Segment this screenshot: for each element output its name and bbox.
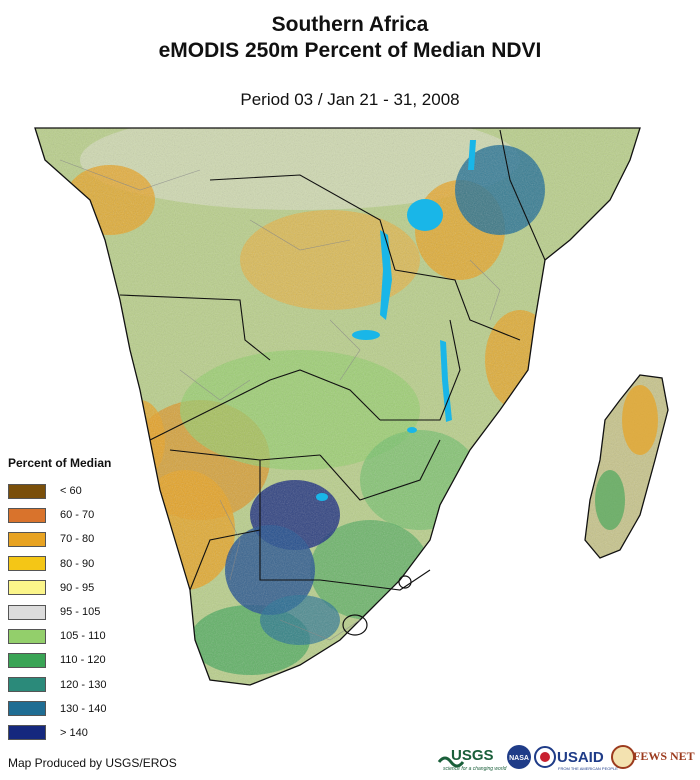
legend-label: 80 - 90 — [60, 557, 95, 570]
legend-label: < 60 — [60, 485, 82, 498]
legend-row: 120 - 130 — [8, 673, 128, 697]
svg-text:USAID: USAID — [557, 749, 604, 766]
madagascar-ndvi — [595, 385, 658, 530]
map-credit: Map Produced by USGS/EROS — [8, 756, 177, 770]
legend-swatch — [8, 580, 46, 596]
legend-row: 130 - 140 — [8, 697, 128, 721]
legend-swatch — [8, 677, 46, 693]
legend-row: 70 - 80 — [8, 527, 128, 551]
legend-row: 80 - 90 — [8, 552, 128, 576]
legend-label: 60 - 70 — [60, 509, 95, 522]
legend-label: 70 - 80 — [60, 533, 95, 546]
legend-items: < 60 60 - 70 70 - 80 80 - 90 90 - 95 95 - 105… — [8, 479, 128, 745]
legend-row: 60 - 70 — [8, 503, 128, 527]
map-title: Southern Africa eMODIS 250m Percent of M… — [0, 12, 700, 64]
partner-logos: USGS science for a changing world NASA U… — [437, 745, 695, 772]
legend-swatch — [8, 507, 46, 523]
legend-label: 105 - 110 — [60, 630, 106, 643]
country-borders — [119, 129, 546, 591]
period-subtitle: Period 03 / Jan 21 - 31, 2008 — [240, 90, 460, 109]
legend-label: > 140 — [60, 726, 88, 739]
legend-row: 105 - 110 — [8, 624, 128, 648]
legend-swatch — [8, 701, 46, 717]
svg-text:FEWS NET: FEWS NET — [633, 749, 695, 763]
legend-label: 120 - 130 — [60, 678, 107, 691]
legend-label: 110 - 120 — [60, 654, 106, 667]
admin-borders — [59, 159, 501, 641]
legend-swatch — [8, 652, 46, 668]
legend-label: 130 - 140 — [60, 702, 107, 715]
legend-row: 90 - 95 — [8, 576, 128, 600]
legend-row: < 60 — [8, 479, 128, 503]
fews-net-logo: FEWS NET — [611, 745, 695, 769]
legend-label: 95 - 105 — [60, 606, 101, 619]
title-line-1: Southern Africa — [271, 13, 429, 36]
usgs-logo: USGS science for a changing world — [437, 747, 507, 772]
title-line-2: eMODIS 250m Percent of Median NDVI — [158, 39, 542, 62]
ndvi-map — [34, 127, 669, 686]
nasa-logo: NASA — [507, 745, 531, 769]
legend-row: 95 - 105 — [8, 600, 128, 624]
legend-swatch — [8, 604, 46, 620]
svg-text:FROM THE AMERICAN PEOPLE: FROM THE AMERICAN PEOPLE — [558, 766, 618, 771]
legend-swatch — [8, 556, 46, 572]
lakes — [316, 140, 476, 501]
legend-label: 90 - 95 — [60, 581, 95, 594]
svg-text:science for a changing world: science for a changing world — [443, 766, 507, 772]
legend-swatch — [8, 483, 46, 499]
legend-swatch — [8, 531, 46, 547]
legend-swatch — [8, 725, 46, 741]
svg-text:USGS: USGS — [451, 747, 494, 764]
legend-row: 110 - 120 — [8, 648, 128, 672]
svg-text:NASA: NASA — [509, 755, 529, 762]
legend: Percent of Median < 60 60 - 70 70 - 80 80 -… — [8, 456, 128, 745]
usaid-logo: USAID FROM THE AMERICAN PEOPLE — [534, 746, 618, 771]
legend-swatch — [8, 628, 46, 644]
legend-row: > 140 — [8, 721, 128, 745]
legend-title: Percent of Median — [8, 456, 112, 470]
